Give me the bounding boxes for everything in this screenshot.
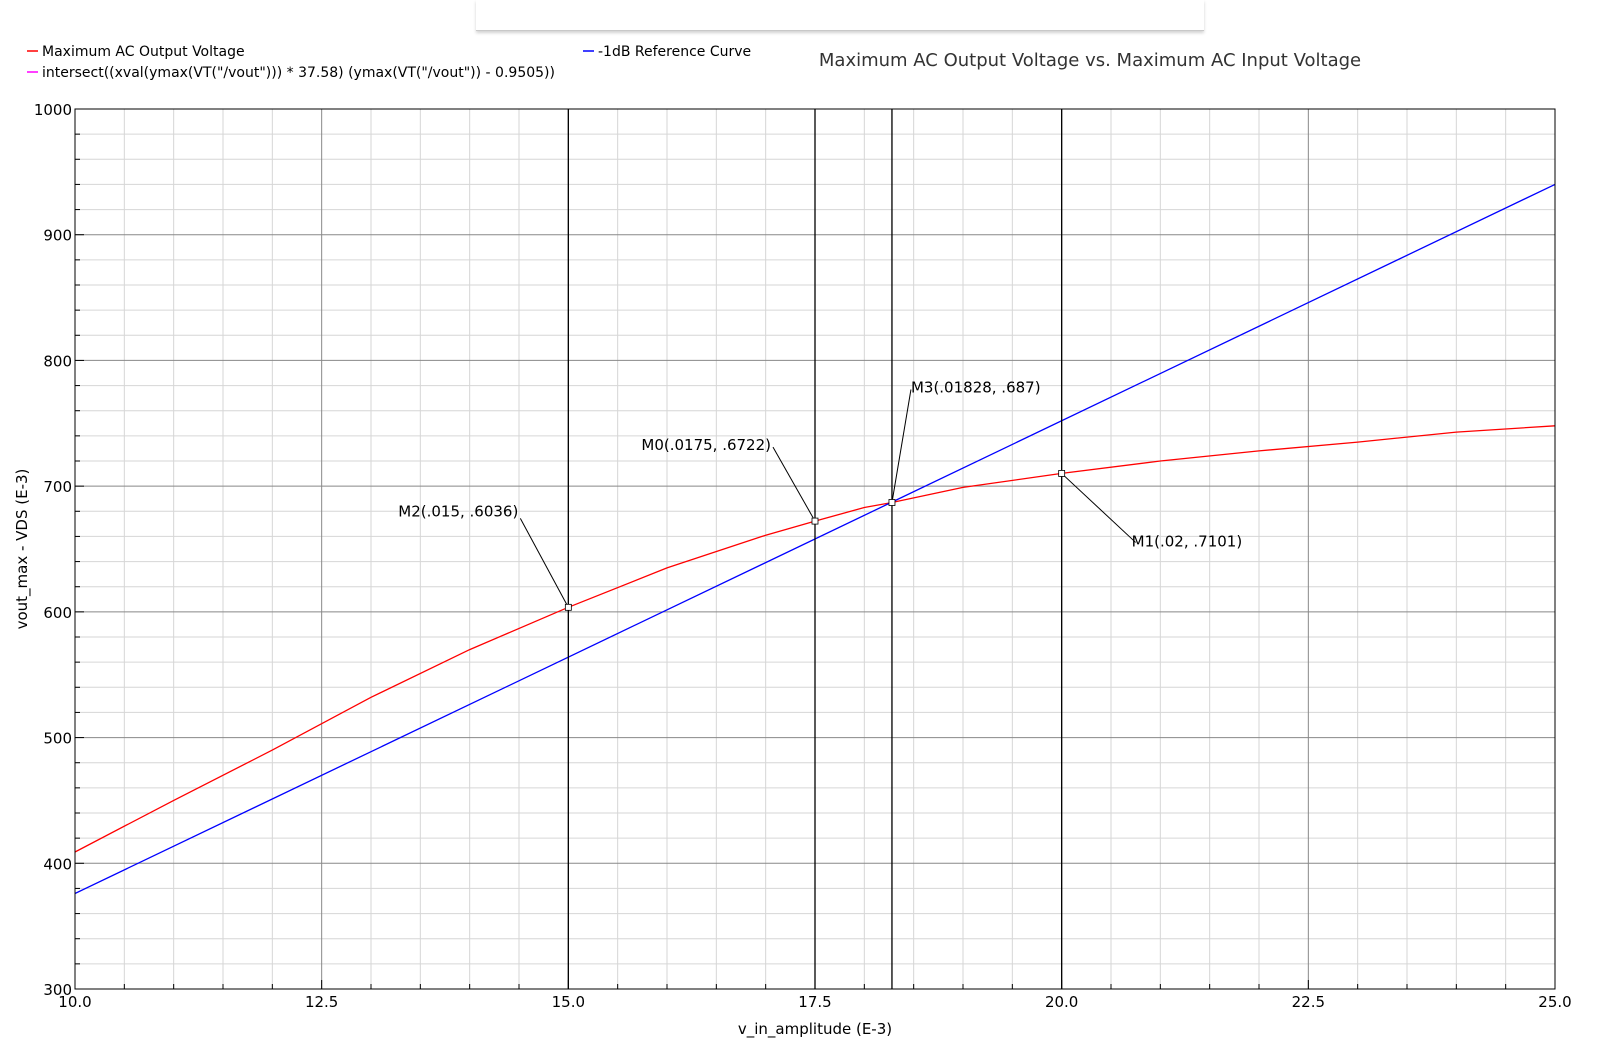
top-panel: [476, 0, 1204, 31]
x-tick-label: 12.5: [305, 993, 338, 1011]
y-tick-label: 400: [43, 855, 72, 873]
marker-leader-line: [1061, 473, 1137, 543]
axis-ticks: [74, 108, 1556, 990]
y-tick-label: 500: [43, 730, 72, 748]
marker-label: M1(.02, .7101): [1132, 532, 1243, 550]
legend-label-reference: -1dB Reference Curve: [598, 44, 751, 60]
marker-leader-line: [891, 389, 912, 503]
y-axis-label: vout_max - VDS (E-3): [13, 469, 32, 630]
x-tick-label: 17.5: [798, 993, 831, 1011]
legend-label-output: Maximum AC Output Voltage: [42, 44, 245, 60]
x-tick-label: 25.0: [1538, 993, 1571, 1011]
vertical-marker-layer: [567, 109, 1063, 989]
x-tick-label: 22.5: [1292, 993, 1325, 1011]
chart-title: Maximum AC Output Voltage vs. Maximum AC…: [819, 50, 1361, 71]
legend: Maximum AC Output Voltage -1dB Reference…: [27, 44, 751, 81]
marker-point: [811, 517, 819, 525]
marker-label: M0(.0175, .6722): [641, 436, 771, 454]
x-axis-label: v_in_amplitude (E-3): [738, 1020, 892, 1039]
y-tick-label: 1000: [34, 101, 72, 119]
y-tick-label: 900: [43, 227, 72, 245]
y-tick-label: 800: [43, 352, 72, 370]
legend-item-output[interactable]: Maximum AC Output Voltage: [27, 44, 245, 60]
x-tick-label: 10.0: [58, 993, 91, 1011]
y-tick-label: 700: [43, 478, 72, 496]
legend-item-intersect[interactable]: intersect((xval(ymax(VT("/vout"))) * 37.…: [27, 65, 555, 81]
marker-leader-line: [519, 518, 569, 608]
x-tick-label: 20.0: [1045, 993, 1078, 1011]
marker-point: [564, 603, 572, 611]
marker-leader-line: [772, 446, 816, 522]
y-tick-label: 300: [43, 981, 72, 999]
legend-item-reference[interactable]: -1dB Reference Curve: [583, 44, 751, 60]
marker-layer: M2(.015, .6036) M0(.0175, .6722) M3(.01828…: [398, 378, 1243, 611]
marker-label: M3(.01828, .687): [911, 378, 1041, 396]
x-tick-label: 15.0: [552, 993, 585, 1011]
marker-label: M2(.015, .6036): [398, 502, 518, 520]
marker-point: [888, 499, 896, 506]
marker-point: [1058, 470, 1066, 477]
legend-label-intersect: intersect((xval(ymax(VT("/vout"))) * 37.…: [42, 65, 555, 81]
tick-labels: 10.0 12.5 15.0 17.5 20.0 22.5 25.0 300 400 500 600…: [34, 101, 1572, 1011]
series-line-output: [74, 425, 1556, 853]
y-tick-label: 600: [43, 604, 72, 622]
